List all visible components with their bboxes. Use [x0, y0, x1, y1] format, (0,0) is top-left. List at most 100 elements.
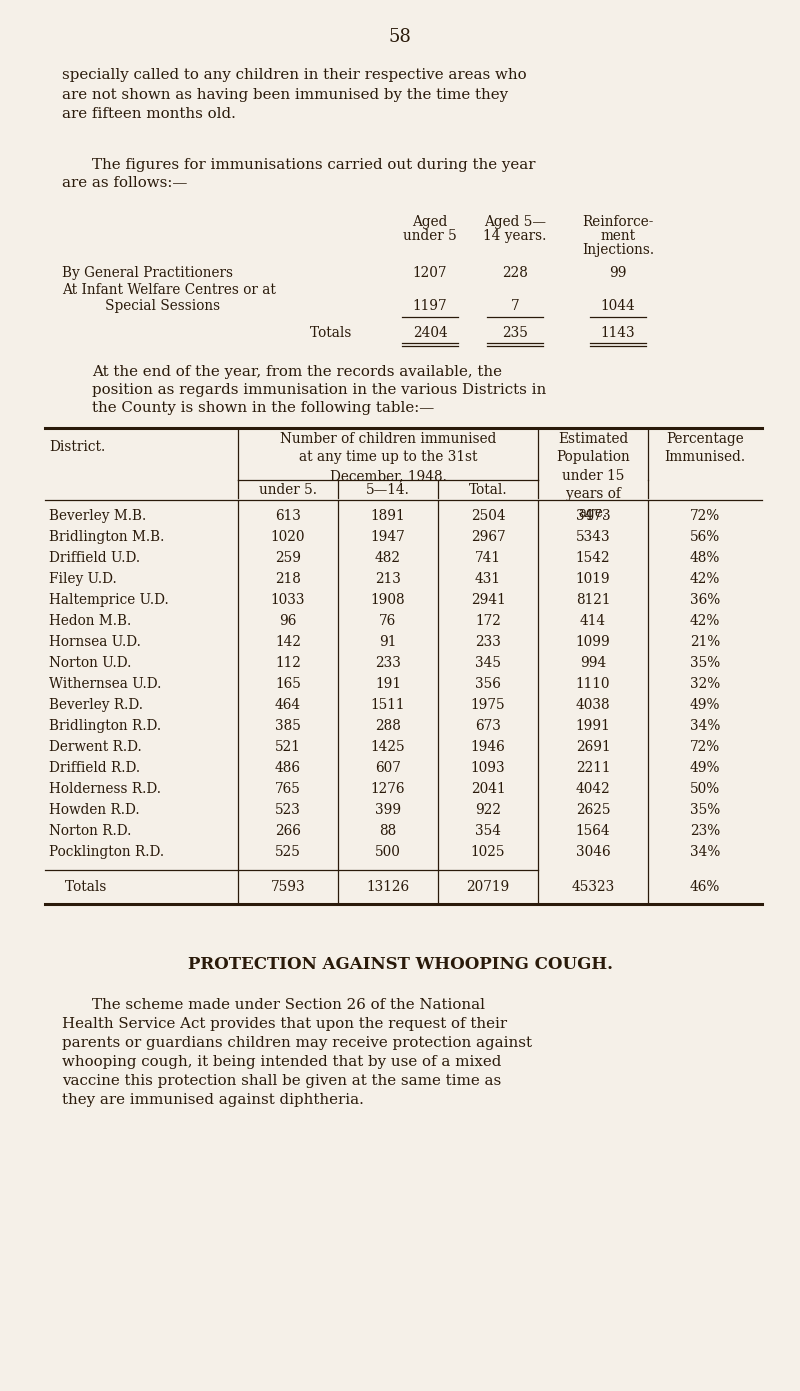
Text: 1425: 1425 — [370, 740, 406, 754]
Text: 2041: 2041 — [470, 782, 506, 796]
Text: Driffield R.D.: Driffield R.D. — [49, 761, 202, 775]
Text: 4038: 4038 — [576, 698, 610, 712]
Text: 741: 741 — [475, 551, 501, 565]
Text: 21%: 21% — [690, 636, 720, 650]
Text: 414: 414 — [580, 613, 606, 627]
Text: 1946: 1946 — [470, 740, 506, 754]
Text: By General Practitioners: By General Practitioners — [62, 266, 298, 280]
Text: 1891: 1891 — [370, 509, 406, 523]
Text: Reinforce-: Reinforce- — [582, 216, 654, 230]
Text: 20719: 20719 — [466, 881, 510, 894]
Text: 142: 142 — [275, 636, 301, 650]
Text: 50%: 50% — [690, 782, 720, 796]
Text: the County is shown in the following table:—: the County is shown in the following tab… — [92, 401, 434, 415]
Text: are as follows:—: are as follows:— — [62, 177, 187, 191]
Text: 165: 165 — [275, 677, 301, 691]
Text: 1564: 1564 — [576, 823, 610, 837]
Text: 72%: 72% — [690, 509, 720, 523]
Text: PROTECTION AGAINST WHOOPING COUGH.: PROTECTION AGAINST WHOOPING COUGH. — [187, 956, 613, 972]
Text: 233: 233 — [475, 636, 501, 650]
Text: Driffield U.D.: Driffield U.D. — [49, 551, 197, 565]
Text: The scheme made under Section 26 of the National: The scheme made under Section 26 of the … — [92, 997, 485, 1013]
Text: 2504: 2504 — [470, 509, 506, 523]
Text: parents or guardians children may receive protection against: parents or guardians children may receiv… — [62, 1036, 532, 1050]
Text: 500: 500 — [375, 844, 401, 860]
Text: 5—14.: 5—14. — [366, 483, 410, 497]
Text: 7593: 7593 — [270, 881, 306, 894]
Text: 5343: 5343 — [576, 530, 610, 544]
Text: 1542: 1542 — [576, 551, 610, 565]
Text: At Infant Welfare Centres or at: At Infant Welfare Centres or at — [62, 282, 276, 298]
Text: ment: ment — [601, 230, 635, 243]
Text: 218: 218 — [275, 572, 301, 586]
Text: 213: 213 — [375, 572, 401, 586]
Text: 36%: 36% — [690, 593, 720, 606]
Text: 233: 233 — [375, 657, 401, 670]
Text: 23%: 23% — [690, 823, 720, 837]
Text: Number of children immunised
at any time up to the 31st
December, 1948.: Number of children immunised at any time… — [280, 433, 496, 483]
Text: 48%: 48% — [690, 551, 720, 565]
Text: 3473: 3473 — [576, 509, 610, 523]
Text: 99: 99 — [610, 266, 626, 280]
Text: 482: 482 — [375, 551, 401, 565]
Text: Health Service Act provides that upon the request of their: Health Service Act provides that upon th… — [62, 1017, 507, 1031]
Text: 76: 76 — [379, 613, 397, 627]
Text: Howden R.D.: Howden R.D. — [49, 803, 201, 817]
Text: 42%: 42% — [690, 613, 720, 627]
Text: 228: 228 — [502, 266, 528, 280]
Text: 607: 607 — [375, 761, 401, 775]
Text: 72%: 72% — [690, 740, 720, 754]
Text: Beverley M.B.: Beverley M.B. — [49, 509, 207, 523]
Text: Bridlington M.B.: Bridlington M.B. — [49, 530, 204, 544]
Text: 356: 356 — [475, 677, 501, 691]
Text: Norton U.D.: Norton U.D. — [49, 657, 193, 670]
Text: Total.: Total. — [469, 483, 507, 497]
Text: 88: 88 — [379, 823, 397, 837]
Text: 49%: 49% — [690, 761, 720, 775]
Text: 464: 464 — [275, 698, 301, 712]
Text: 34%: 34% — [690, 719, 720, 733]
Text: 112: 112 — [275, 657, 301, 670]
Text: 1947: 1947 — [370, 530, 406, 544]
Text: Percentage
Immunised.: Percentage Immunised. — [665, 433, 746, 465]
Text: 91: 91 — [379, 636, 397, 650]
Text: 2625: 2625 — [576, 803, 610, 817]
Text: District.: District. — [49, 440, 106, 453]
Text: 4042: 4042 — [576, 782, 610, 796]
Text: Withernsea U.D.: Withernsea U.D. — [49, 677, 201, 691]
Text: Beverley R.D.: Beverley R.D. — [49, 698, 200, 712]
Text: 42%: 42% — [690, 572, 720, 586]
Text: 2211: 2211 — [576, 761, 610, 775]
Text: 235: 235 — [502, 325, 528, 339]
Text: Totals: Totals — [65, 881, 154, 894]
Text: 521: 521 — [275, 740, 301, 754]
Text: Norton R.D.: Norton R.D. — [49, 823, 197, 837]
Text: 8121: 8121 — [576, 593, 610, 606]
Text: Estimated
Population
under 15
years of
age.: Estimated Population under 15 years of a… — [556, 433, 630, 520]
Text: 14 years.: 14 years. — [483, 230, 546, 243]
Text: 34%: 34% — [690, 844, 720, 860]
Text: 673: 673 — [475, 719, 501, 733]
Text: Injections.: Injections. — [582, 243, 654, 257]
Text: 1511: 1511 — [370, 698, 406, 712]
Text: 523: 523 — [275, 803, 301, 817]
Text: 35%: 35% — [690, 803, 720, 817]
Text: 345: 345 — [475, 657, 501, 670]
Text: 1991: 1991 — [576, 719, 610, 733]
Text: Bridlington R.D.: Bridlington R.D. — [49, 719, 205, 733]
Text: Special Sessions: Special Sessions — [92, 299, 312, 313]
Text: 46%: 46% — [690, 881, 720, 894]
Text: 385: 385 — [275, 719, 301, 733]
Text: Totals: Totals — [310, 325, 404, 339]
Text: 2941: 2941 — [470, 593, 506, 606]
Text: 1110: 1110 — [576, 677, 610, 691]
Text: 922: 922 — [475, 803, 501, 817]
Text: 32%: 32% — [690, 677, 720, 691]
Text: 58: 58 — [389, 28, 411, 46]
Text: 1908: 1908 — [370, 593, 406, 606]
Text: position as regards immunisation in the various Districts in: position as regards immunisation in the … — [92, 383, 546, 396]
Text: they are immunised against diphtheria.: they are immunised against diphtheria. — [62, 1093, 364, 1107]
Text: 765: 765 — [275, 782, 301, 796]
Text: 1044: 1044 — [601, 299, 635, 313]
Text: Hedon M.B.: Hedon M.B. — [49, 613, 193, 627]
